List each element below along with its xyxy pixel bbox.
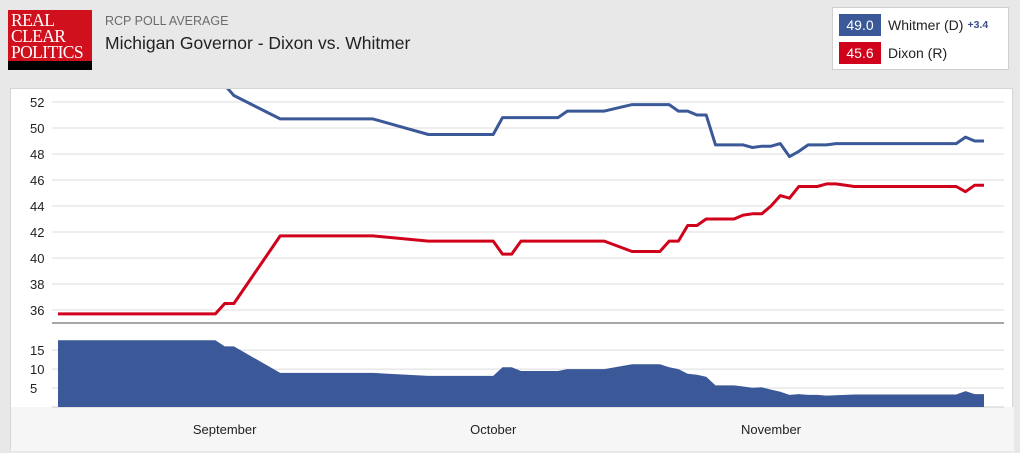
y-tick-label-36: 36 bbox=[30, 303, 44, 318]
y-tick-label-44: 44 bbox=[30, 199, 44, 214]
rcp-logo[interactable]: REAL CLEAR POLITICS bbox=[8, 10, 92, 70]
logo-word-real: REAL bbox=[11, 10, 55, 30]
legend-item-dixon[interactable]: 45.6 Dixon (R) bbox=[839, 42, 947, 64]
chart-panel: 36 38 40 42 44 46 48 50 52 5 10 15 September October N… bbox=[10, 88, 1014, 451]
y-tick-label-50: 50 bbox=[30, 121, 44, 136]
x-tick-label-november: November bbox=[741, 422, 802, 437]
spread-y-tick-label-10: 10 bbox=[30, 362, 44, 377]
x-tick-label-october: October bbox=[470, 422, 517, 437]
spread-area bbox=[58, 340, 984, 407]
poll-chart[interactable]: 36 38 40 42 44 46 48 50 52 5 10 15 September October N… bbox=[11, 89, 1014, 451]
whitmer-name: Whitmer (D) bbox=[888, 17, 964, 33]
y-tick-label-42: 42 bbox=[30, 225, 44, 240]
chart-legend: 49.0 Whitmer (D) +3.4 45.6 Dixon (R) bbox=[832, 7, 1009, 70]
y-tick-label-38: 38 bbox=[30, 277, 44, 292]
dixon-name: Dixon (R) bbox=[888, 45, 948, 61]
whitmer-value-badge: 49.0 bbox=[839, 14, 881, 36]
logo-word-politics: POLITICS bbox=[11, 42, 84, 62]
series-line-dixon bbox=[58, 182, 984, 316]
y-tick-label-48: 48 bbox=[30, 147, 44, 162]
y-tick-label-46: 46 bbox=[30, 173, 44, 188]
x-tick-label-september: September bbox=[193, 422, 257, 437]
x-axis-band bbox=[11, 407, 1014, 451]
series-line-whitmer bbox=[226, 89, 984, 159]
spread-y-tick-label-15: 15 bbox=[30, 343, 44, 358]
whitmer-spread: +3.4 bbox=[967, 19, 989, 31]
y-tick-label-52: 52 bbox=[30, 95, 44, 110]
dixon-value-badge: 45.6 bbox=[839, 42, 881, 64]
poll-average-label: RCP POLL AVERAGE bbox=[105, 14, 229, 28]
y-tick-label-40: 40 bbox=[30, 251, 44, 266]
logo-word-clear: CLEAR bbox=[11, 26, 66, 46]
legend-item-whitmer[interactable]: 49.0 Whitmer (D) +3.4 bbox=[839, 14, 988, 36]
page-title: Michigan Governor - Dixon vs. Whitmer bbox=[105, 33, 411, 53]
spread-y-tick-label-5: 5 bbox=[30, 381, 37, 396]
